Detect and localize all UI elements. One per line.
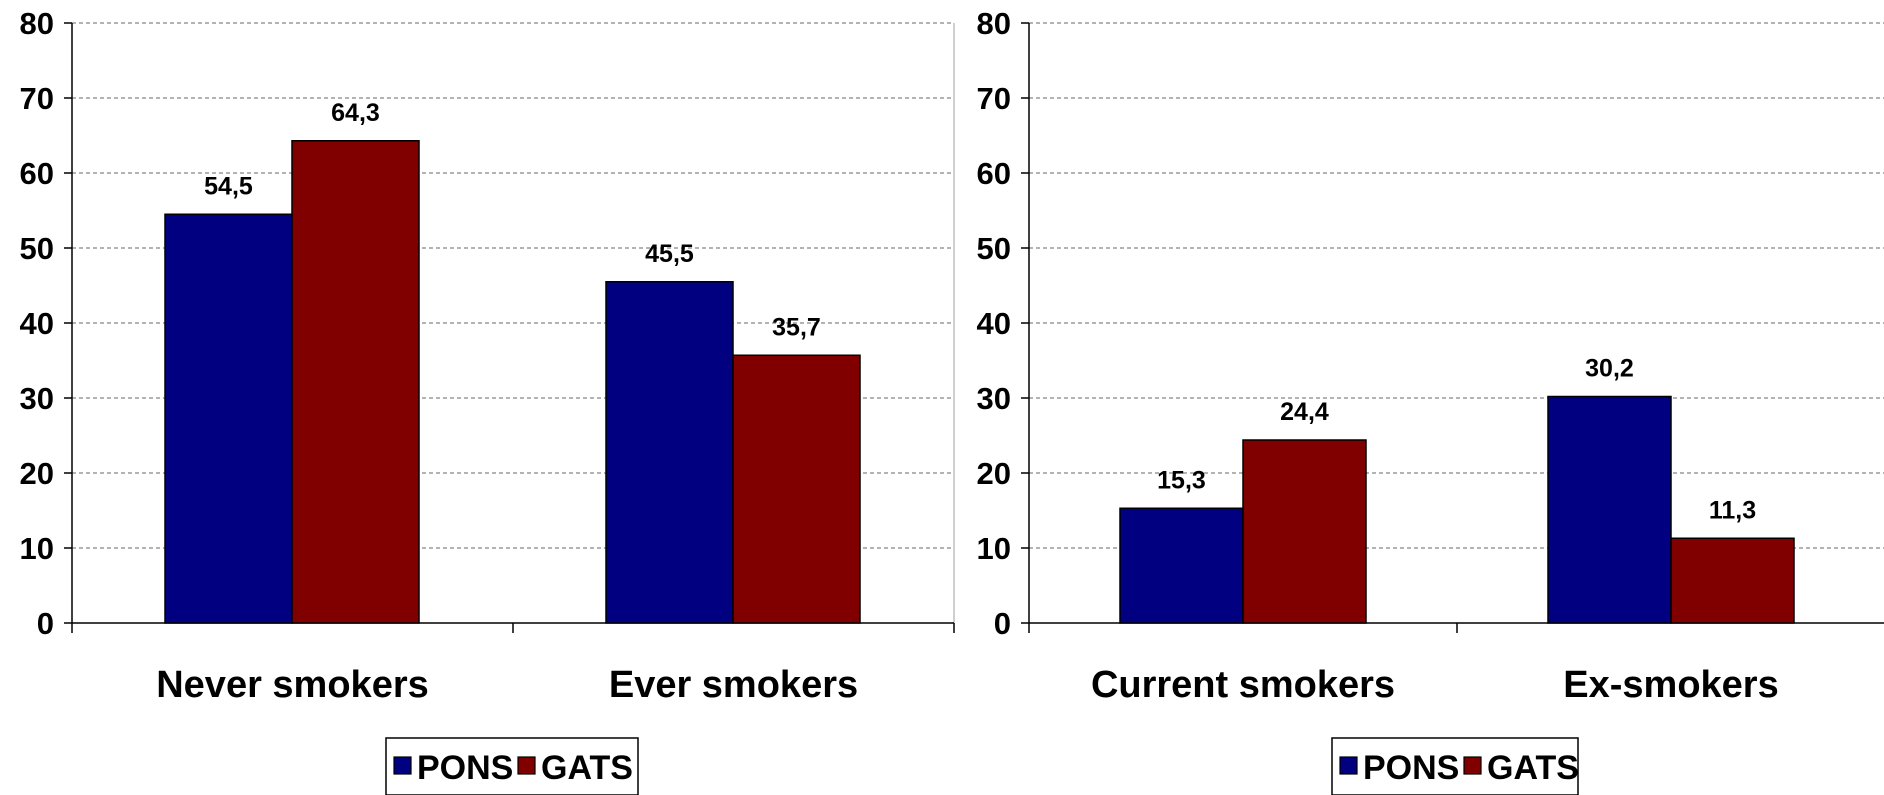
chart-panel-2: 0 10 20 30 40 50 60 70 80 15,3 24,4 Current smokers… (977, 6, 1884, 795)
bar-gats-1 (291, 140, 420, 624)
data-label: 45,5 (645, 240, 694, 268)
legend-swatch-pons (1339, 756, 1358, 775)
y-tick-label: 20 (20, 456, 54, 491)
y-tick-label: 30 (977, 381, 1011, 416)
bar-gats-2 (1670, 537, 1795, 624)
y-tick-label: 60 (20, 156, 54, 191)
y-tick-label: 10 (977, 531, 1011, 566)
legend: PONS GATS (1331, 737, 1579, 795)
data-label: 64,3 (331, 99, 380, 127)
legend-swatch-pons (393, 756, 412, 775)
bar-gats-1 (1242, 439, 1367, 624)
chart-panel-1: 0 10 20 30 40 50 60 70 80 54,5 64,3 Never smokers 45… (20, 6, 955, 795)
legend-label-pons: PONS (1363, 749, 1459, 787)
legend-swatch-gats (1463, 756, 1482, 775)
y-tick-label: 20 (977, 456, 1011, 491)
x-category-label: Current smokers (1091, 664, 1395, 706)
y-tick-label: 0 (994, 606, 1011, 641)
y-tick-label: 60 (977, 156, 1011, 191)
y-tick-label: 50 (977, 231, 1011, 266)
x-category-label: Ever smokers (609, 664, 858, 706)
y-tick-label: 80 (977, 6, 1011, 41)
legend-label-gats: GATS (541, 749, 633, 787)
legend-box (385, 737, 639, 795)
data-label: 54,5 (204, 172, 253, 200)
legend: PONS GATS (385, 737, 639, 795)
y-tick-label: 0 (37, 606, 54, 641)
bar-gats-2 (732, 354, 861, 624)
y-tick-label: 10 (20, 531, 54, 566)
y-tick-label: 70 (977, 81, 1011, 116)
y-tick-label: 30 (20, 381, 54, 416)
bar-pons-1 (164, 213, 293, 624)
data-label: 30,2 (1585, 355, 1634, 383)
x-category-label: Ex-smokers (1563, 664, 1778, 706)
bar-pons-1 (1119, 507, 1244, 624)
y-tick-label: 80 (20, 6, 54, 41)
data-label: 11,3 (1709, 496, 1756, 524)
data-label: 24,4 (1280, 398, 1329, 426)
bar-pons-2 (1547, 395, 1672, 624)
legend-label-gats: GATS (1487, 749, 1579, 787)
legend-label-pons: PONS (417, 749, 513, 787)
y-tick-label: 40 (977, 306, 1011, 341)
legend-box (1331, 737, 1579, 795)
legend-swatch-gats (517, 756, 536, 775)
x-category-label: Never smokers (156, 664, 429, 706)
y-tick-label: 50 (20, 231, 54, 266)
data-label: 35,7 (772, 313, 821, 341)
y-tick-label: 70 (20, 81, 54, 116)
y-tick-label: 40 (20, 306, 54, 341)
data-label: 15,3 (1157, 466, 1206, 494)
bar-pons-2 (605, 281, 734, 624)
